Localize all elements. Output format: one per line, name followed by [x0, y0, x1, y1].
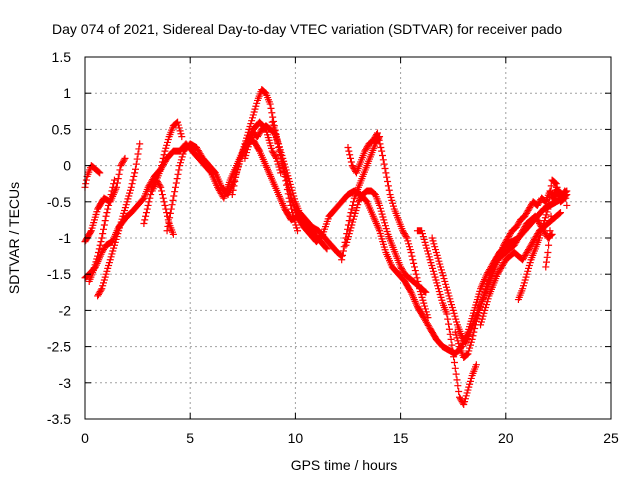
y-tick-label: 1.5 — [52, 49, 72, 65]
series-track-5 — [94, 140, 144, 300]
plus-markers — [94, 140, 144, 300]
y-tick-label: -0.5 — [47, 194, 71, 210]
y-tick-label: -1.5 — [47, 266, 71, 282]
plus-markers — [342, 187, 430, 296]
data-markers — [81, 86, 571, 409]
plus-markers — [81, 154, 129, 246]
y-axis-label: SDTVAR / TECUs — [6, 182, 22, 294]
series-track-20 — [542, 183, 571, 271]
y-tick-labels: -3.5 -3 -2.5 -2 -1.5 -1 -0.5 0 0.5 1 1.5 — [47, 49, 71, 427]
series-track-13 — [342, 187, 430, 296]
series-track-15 — [413, 227, 480, 409]
x-tick-label: 15 — [393, 430, 409, 446]
x-tick-labels: 0 5 10 15 20 25 — [81, 430, 619, 446]
x-tick-label: 20 — [498, 430, 514, 446]
plus-markers — [542, 183, 571, 271]
x-tick-label: 0 — [81, 430, 89, 446]
axis-ticks — [84, 56, 612, 420]
chart-title: Day 074 of 2021, Sidereal Day-to-day VTE… — [52, 21, 562, 37]
y-tick-label: 0 — [63, 158, 71, 174]
plus-markers — [338, 133, 384, 264]
x-tick-label: 5 — [186, 430, 194, 446]
x-tick-label: 25 — [603, 430, 619, 446]
series-track-11 — [268, 118, 302, 235]
y-tick-label: -3.5 — [47, 411, 71, 427]
plus-markers — [268, 118, 302, 235]
series-track-14 — [338, 133, 384, 264]
y-tick-label: 0.5 — [52, 121, 72, 137]
y-tick-label: -2 — [59, 302, 72, 318]
y-tick-label: 1 — [63, 85, 71, 101]
y-tick-label: -2.5 — [47, 339, 71, 355]
plus-markers — [85, 176, 118, 285]
x-axis-label: GPS time / hours — [291, 457, 398, 473]
x-tick-label: 10 — [288, 430, 304, 446]
plus-markers — [413, 227, 480, 409]
y-tick-label: -3 — [59, 375, 72, 391]
series-track-4 — [85, 176, 118, 285]
series-track-2 — [81, 154, 129, 246]
y-tick-label: -1 — [59, 230, 72, 246]
